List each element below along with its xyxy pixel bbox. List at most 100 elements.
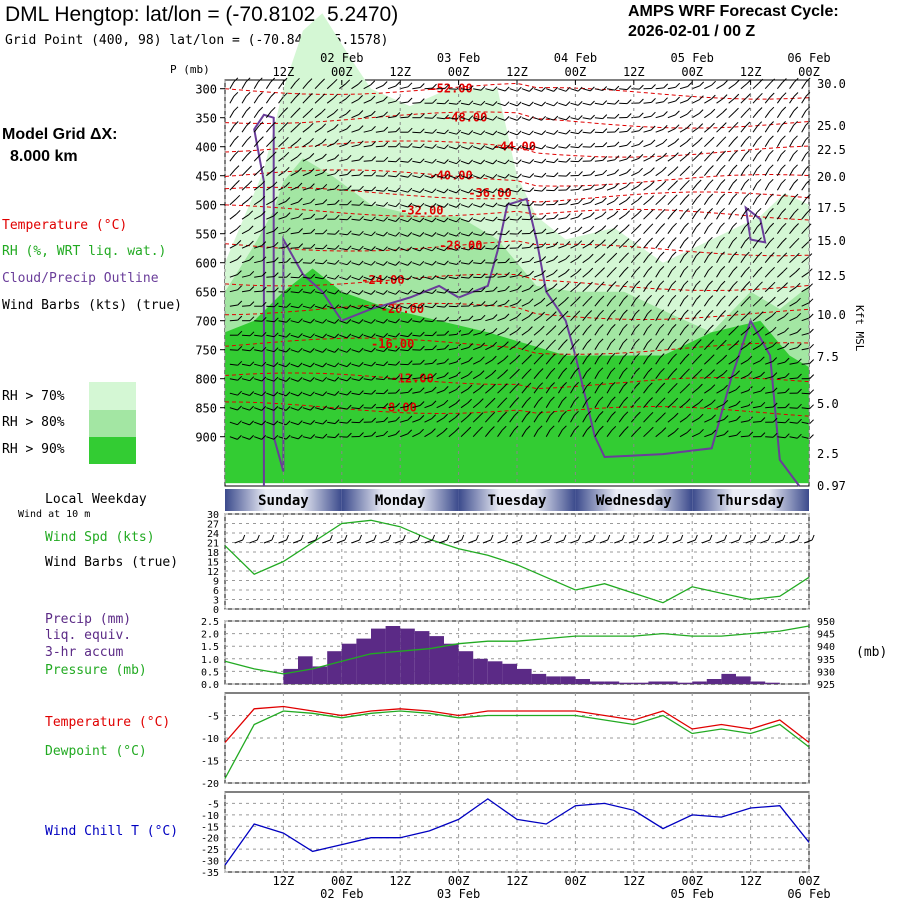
wind-barb-flag	[395, 275, 400, 281]
wind-barb	[253, 140, 260, 148]
wind-barb	[278, 216, 287, 220]
wind-barb	[266, 363, 275, 367]
wind-barb-flag	[674, 138, 680, 143]
wind-barb	[400, 218, 408, 223]
wind-barb-flag	[795, 267, 801, 273]
wind-barb	[448, 375, 457, 380]
wind-barb-flag	[491, 355, 497, 361]
wind-barb-flag	[734, 107, 739, 113]
wind-barb-flag	[541, 228, 547, 234]
wind-barb	[667, 156, 675, 162]
wind-barb	[363, 291, 372, 295]
surface-wind-barb-flag	[578, 534, 581, 541]
wind-barb-flag	[247, 165, 252, 171]
wind-barb-flag	[285, 182, 290, 187]
wind-barb-flag	[419, 415, 425, 420]
wind-barb	[776, 197, 783, 205]
wind-barb-flag	[611, 411, 616, 416]
wind-barb-flag	[758, 92, 763, 98]
wind-barb-flag	[578, 171, 583, 176]
wind-barb-flag	[768, 164, 774, 170]
wind-barb-flag	[574, 353, 580, 358]
wind-barb	[509, 88, 518, 92]
wind-barb	[752, 111, 759, 119]
wind-barb-flag	[322, 229, 328, 235]
wind-barb-flag	[699, 81, 705, 87]
wind-barb-flag	[635, 382, 641, 387]
wind-barb	[485, 88, 494, 92]
wind-barb-flag	[432, 303, 437, 308]
wind-barb-flag	[419, 143, 425, 149]
wind-barb	[655, 184, 663, 191]
wind-barb-flag	[346, 333, 352, 339]
wind-barb	[789, 377, 798, 380]
wind-barb-flag	[793, 135, 798, 141]
wind-barb	[546, 88, 554, 92]
wind-barb-flag	[648, 397, 653, 402]
wind-barb	[509, 344, 517, 351]
wind-barb	[448, 117, 457, 120]
wind-barb-flag	[297, 391, 303, 397]
wind-barb	[728, 344, 736, 351]
wind-barb	[278, 378, 287, 382]
wind-barb	[387, 363, 397, 366]
wind-barb-flag	[505, 216, 510, 221]
wind-barb-flag	[407, 157, 413, 163]
wind-barb-flag	[468, 188, 473, 194]
wind-barb-flag	[258, 106, 264, 112]
surface-wind-barb	[468, 539, 477, 544]
wind-barb-flag	[502, 383, 508, 388]
wind-barb	[679, 183, 686, 191]
wind-barb-flag	[237, 390, 242, 396]
wind-barb	[728, 241, 734, 249]
wind-barb-flag	[260, 180, 265, 186]
temperature-panel-label: Temperature (°C)	[45, 715, 171, 730]
wind-barb-flag	[590, 156, 596, 162]
wind-barb-flag	[808, 298, 814, 304]
wind-barb	[485, 131, 494, 136]
wind-barb-flag	[310, 348, 315, 353]
wind-barb-flag	[684, 353, 690, 359]
wind-barb-flag	[574, 396, 579, 402]
wind-barb	[558, 160, 567, 163]
wind-barb	[497, 429, 503, 437]
wind-barb-flag	[359, 432, 364, 437]
wind-barb	[253, 125, 260, 133]
pressure-tick-label: 900	[195, 431, 217, 445]
wind-barb	[375, 175, 384, 177]
wind-barb-flag	[346, 404, 352, 410]
rh70-swatch	[89, 382, 136, 410]
wind-barb-flag	[807, 268, 813, 274]
wind-barb-flag	[322, 405, 328, 411]
wind-barb	[472, 416, 480, 423]
wind-barb	[229, 289, 238, 293]
weekday-cell	[225, 489, 342, 511]
wind-barb	[618, 415, 625, 423]
wind-barb-flag	[622, 338, 628, 344]
wind-barb-flag	[647, 251, 653, 257]
wind-barb-flag	[577, 101, 583, 106]
wind-barb-flag	[249, 405, 254, 411]
wind-barb-flag	[708, 251, 713, 257]
wind-barb	[606, 214, 615, 220]
wind-barb	[497, 102, 506, 107]
wind-barb-flag	[648, 426, 654, 432]
wind-barb	[485, 359, 493, 365]
wind-barb-flag	[334, 333, 340, 339]
wind-barb-flag	[358, 362, 364, 367]
wind-barb	[339, 334, 348, 339]
wind-barb-flag	[346, 418, 352, 424]
wind-barb-flag	[722, 94, 728, 99]
wind-barb	[594, 243, 602, 249]
wind-barb	[643, 415, 650, 423]
wind-barb	[716, 84, 724, 90]
precip-bar	[750, 681, 766, 684]
wind-barb	[801, 96, 807, 104]
surface-wind-barb	[497, 539, 506, 544]
wind-barb	[265, 96, 272, 104]
wind-barb-flag	[785, 418, 790, 424]
wind-barb	[716, 241, 721, 249]
wind-barb-flag	[807, 238, 812, 244]
wind-barb-flag	[721, 150, 726, 156]
wind-barb-flag	[237, 285, 242, 291]
